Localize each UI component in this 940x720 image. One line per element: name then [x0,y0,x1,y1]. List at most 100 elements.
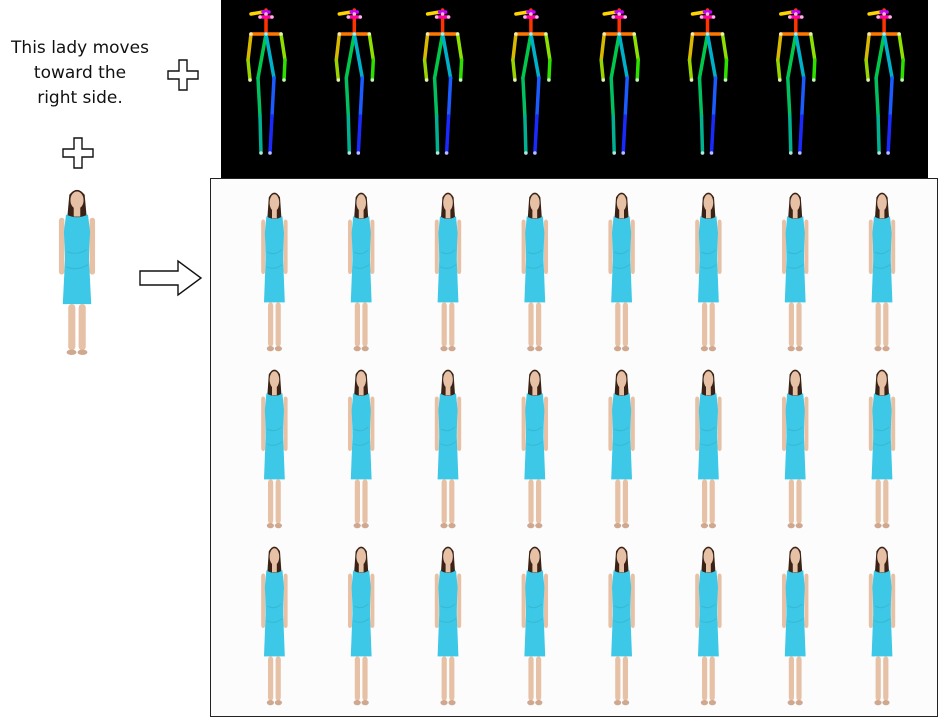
right-arm [457,219,462,275]
left-arm [868,396,873,452]
right-leg [536,302,542,347]
pose-joint [794,32,798,36]
face [530,194,540,212]
prompt-line-3: right side. [37,88,123,108]
pose-joint [248,78,252,82]
dress-folds [526,603,544,623]
generated-frame [868,369,896,529]
dress-folds [353,603,370,623]
right-leg [536,479,542,524]
left-shoe [440,522,448,529]
pose-joint [529,32,533,36]
right-leg [536,656,542,701]
pose-joint [632,32,636,36]
pose-joint [370,78,375,82]
pose-joint [882,12,886,16]
face [70,191,84,209]
pose-joint [259,151,263,155]
dress [350,393,372,480]
pose-skeleton [687,8,729,155]
generated-frame [608,369,635,529]
neck [272,387,277,396]
right-shoe [882,522,890,529]
pose-limb [786,32,798,80]
pose-limb [246,58,252,82]
pose-limb [455,32,464,62]
right-shoe [77,349,88,355]
pose-limb [864,58,870,82]
pose-limb [258,114,263,155]
generated-frames-grid [261,192,896,706]
dress [437,393,459,480]
pose-joint [435,151,440,155]
pose-limb [623,76,629,118]
neck [445,564,451,573]
generated-frame [695,546,722,706]
dress [698,393,719,480]
face [877,548,887,566]
dress-folds [526,249,544,269]
right-arm [457,396,462,452]
dress-folds [353,249,370,269]
pose-joint [900,78,904,82]
neck [619,210,624,219]
dress [611,570,632,657]
right-arm [630,219,635,275]
pose-joint [547,78,551,82]
pose-joint [352,12,357,16]
dress [524,393,546,480]
pose-limb [535,76,541,118]
pose-limb [514,10,530,16]
right-shoe [448,345,456,352]
person-figure [261,546,288,706]
right-arm [891,219,896,275]
dress [264,393,285,480]
person-figure [608,192,635,352]
pose-joint [788,15,792,19]
dress [264,216,285,303]
neck [445,387,451,396]
pose-limb [705,32,718,80]
left-leg [615,479,621,524]
face [703,194,714,212]
right-shoe [361,345,369,352]
generated-frame [261,546,288,706]
pose-limb [635,58,640,82]
dress-folds [439,426,457,446]
right-arm [717,396,722,452]
right-arm [283,396,288,452]
pose-limb [632,32,640,62]
left-shoe [527,699,535,706]
right-arm [283,573,288,629]
face [877,194,887,212]
left-shoe [614,699,622,706]
dress [784,393,806,480]
face [616,371,627,389]
right-shoe [882,699,890,706]
pose-joint [877,151,881,155]
dress [698,570,719,657]
pose-joint [809,32,813,36]
right-shoe [361,699,369,706]
person-figure [348,369,375,529]
left-arm [261,396,266,452]
dress-folds [266,426,283,446]
right-arm [804,219,809,275]
pose-limb [697,76,704,118]
dress-folds [700,249,717,269]
right-shoe [274,699,282,706]
dress-folds [787,426,804,446]
neck [706,210,711,219]
pose-joint [723,78,728,82]
right-arm [370,219,375,275]
generated-frame [782,546,809,706]
pose-joint [623,15,627,19]
neck [879,387,885,396]
left-leg [441,302,447,347]
dress-folds [613,603,630,623]
face [790,371,800,389]
left-leg [875,302,881,347]
dress-folds [266,603,283,623]
pose-joint [529,12,533,16]
pose-joint [268,151,272,155]
